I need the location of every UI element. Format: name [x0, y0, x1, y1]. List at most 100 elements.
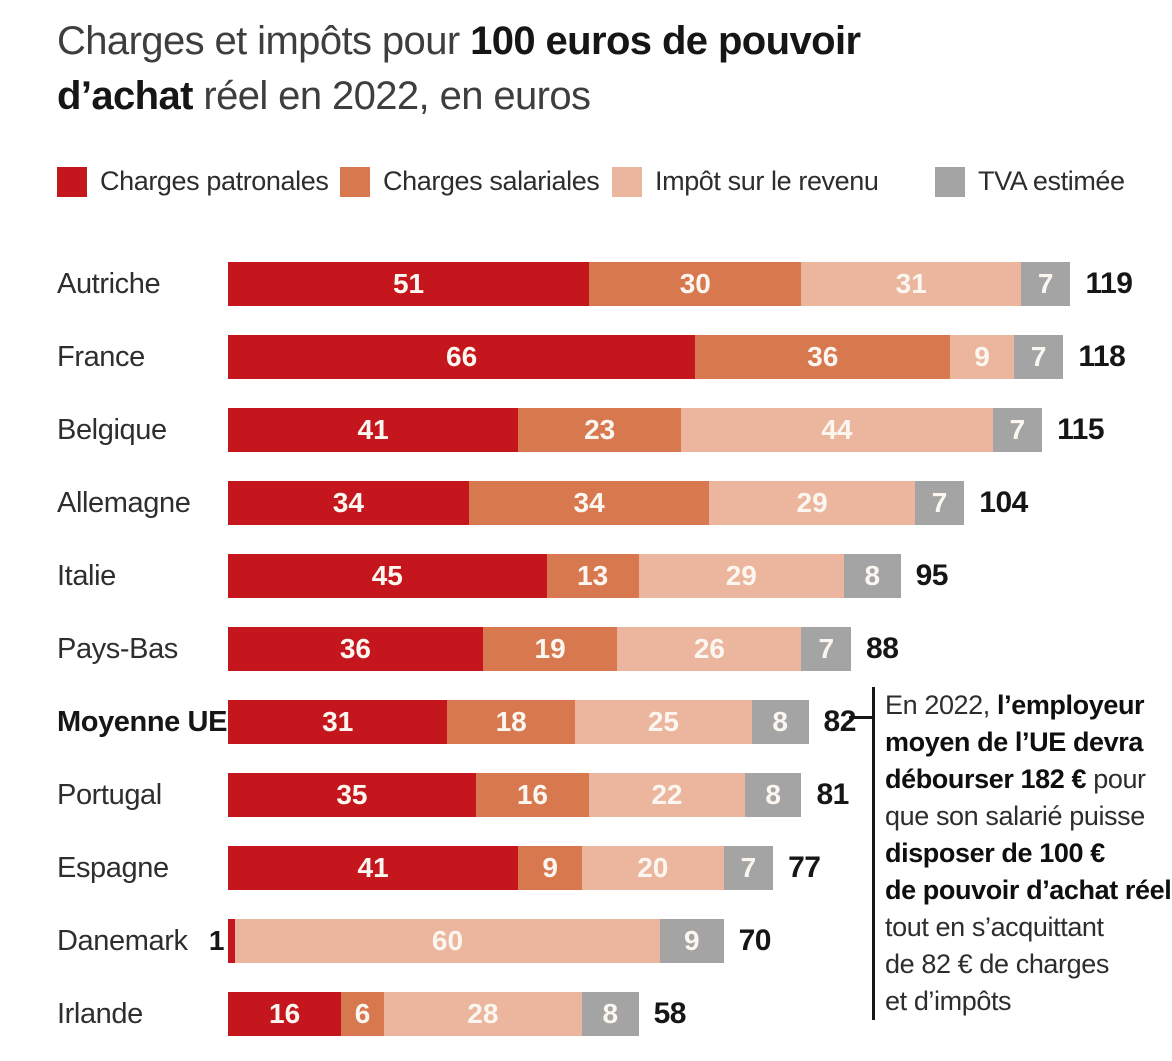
annotation-bold-text: de pouvoir d’achat réel, [885, 875, 1172, 905]
bar-segment-tva-estimee: 7 [992, 408, 1043, 452]
bar-segment-charges-patronales [228, 919, 236, 963]
total-value-label: 119 [1085, 267, 1133, 300]
stacked-bar: 51 30 31 7 [228, 262, 1071, 306]
bar-row: Pays-Bas 36 19 26 7 88 [0, 627, 1172, 671]
bar-segment-charges-salariales: 23 [518, 408, 682, 452]
country-label-cell: Espagne [0, 846, 228, 890]
impot-revenu-swatch-icon [612, 166, 642, 197]
bar-segment-charges-patronales: 31 [228, 700, 448, 744]
legend-label: Charges salariales [383, 166, 600, 196]
country-label-cell: Belgique [0, 408, 228, 452]
annotation-regular-text: de 82 € de charges [885, 949, 1109, 979]
bar-segment-impot-revenu: 20 [581, 846, 724, 890]
annotation-regular-text: En 2022, [885, 690, 997, 720]
bar-segment-tva-estimee: 8 [744, 773, 802, 817]
bar-row: Italie 45 13 29 8 95 [0, 554, 1172, 598]
stacked-bar: 35 16 22 8 [228, 773, 802, 817]
bar-row: Moyenne UE 31 18 25 8 82 [0, 700, 1172, 744]
bar-segment-impot-revenu: 44 [681, 408, 993, 452]
annotation-line: de 82 € de charges [885, 946, 1172, 983]
annotation-regular-text: que son salarié puisse [885, 801, 1145, 831]
bar-segment-impot-revenu: 29 [638, 554, 844, 598]
title-bold-1: 100 euros de pouvoir [470, 19, 861, 63]
chart-title: Charges et impôts pour 100 euros de pouv… [57, 14, 861, 124]
bar-segment-impot-revenu: 60 [235, 919, 660, 963]
title-regular-1: Charges et impôts pour [57, 19, 471, 63]
annotation-regular-text: tout en s’acquittant [885, 912, 1104, 942]
tva-estimee-swatch-icon [935, 166, 965, 197]
country-label: Irlande [57, 998, 143, 1030]
segment-value-outside: 1 [208, 925, 225, 956]
bar-segment-charges-patronales: 45 [228, 554, 547, 598]
annotation-line: En 2022, l’employeur [885, 687, 1172, 724]
bar-segment-charges-salariales: 13 [546, 554, 639, 598]
bar-segment-impot-revenu: 28 [383, 992, 582, 1036]
charges-patronales-swatch-icon [57, 166, 87, 197]
annotation-regular-text: et d’impôts [885, 986, 1012, 1016]
country-label-cell: Portugal [0, 773, 228, 817]
total-value-label: 58 [653, 997, 687, 1030]
annotation-line: moyen de l’UE devra [885, 724, 1172, 761]
total-value-label: 104 [979, 486, 1028, 519]
total-value-label: 118 [1078, 340, 1126, 373]
country-label: Allemagne [57, 487, 191, 519]
country-label: Italie [57, 560, 116, 592]
bar-row: Autriche 51 30 31 7 119 [0, 262, 1172, 306]
bar-row: Belgique 41 23 44 7 115 [0, 408, 1172, 452]
annotation-line: que son salarié puisse [885, 798, 1172, 835]
bar-segment-charges-salariales: 34 [468, 481, 710, 525]
bar-segment-impot-revenu: 9 [950, 335, 1014, 379]
stacked-bar: 45 13 29 8 [228, 554, 901, 598]
country-label: Portugal [57, 779, 162, 811]
bar-segment-charges-patronales: 41 [228, 408, 519, 452]
annotation-bold-text: disposer de 100 € [885, 838, 1105, 868]
bar-segment-tva-estimee: 7 [723, 846, 774, 890]
bar-segment-charges-patronales: 36 [228, 627, 483, 671]
legend-label: Charges patronales [100, 166, 329, 196]
total-value-label: 95 [915, 559, 949, 592]
stacked-bar: 36 19 26 7 [228, 627, 852, 671]
bar-segment-impot-revenu: 25 [574, 700, 752, 744]
annotation-line: de pouvoir d’achat réel, [885, 872, 1172, 909]
legend-item-4: TVA estimée [935, 166, 1125, 197]
bar-segment-tva-estimee: 9 [659, 919, 724, 963]
stacked-bar: 16 6 28 8 [228, 992, 639, 1036]
total-value-label: 115 [1057, 413, 1105, 446]
bar-segment-tva-estimee: 7 [1020, 262, 1071, 306]
annotation-regular-text: pour [1086, 764, 1146, 794]
country-label-cell: Danemark 1 [0, 919, 228, 963]
country-label: Moyenne UE [57, 706, 228, 738]
bar-segment-tva-estimee: 7 [914, 481, 965, 525]
annotation-connector-line [849, 716, 873, 719]
bar-segment-impot-revenu: 29 [709, 481, 915, 525]
annotation-line: débourser 182 € pour [885, 761, 1172, 798]
title-regular-2: réel en 2022, en euros [192, 74, 591, 118]
bar-segment-charges-salariales: 30 [589, 262, 802, 306]
bar-segment-charges-patronales: 35 [228, 773, 476, 817]
total-value-label: 88 [866, 632, 899, 665]
country-label-cell: France [0, 335, 228, 379]
annotation-bold-text: l’employeur [997, 690, 1145, 720]
bar-row: France 66 36 9 7 118 [0, 335, 1172, 379]
annotation-line: et d’impôts [885, 983, 1172, 1020]
bar-row: Portugal 35 16 22 8 81 [0, 773, 1172, 817]
legend-label: TVA estimée [978, 166, 1125, 196]
country-label-cell: Italie [0, 554, 228, 598]
bar-segment-charges-salariales: 16 [475, 773, 590, 817]
legend-item-1: Charges patronales [57, 166, 329, 197]
country-label-cell: Autriche [0, 262, 228, 306]
legend-item-3: Impôt sur le revenu [612, 166, 879, 197]
stacked-bar: 66 36 9 7 [228, 335, 1064, 379]
country-label-cell: Pays-Bas [0, 627, 228, 671]
bar-segment-charges-salariales: 18 [447, 700, 575, 744]
legend: Charges patronales Charges salariales Impô… [0, 166, 1172, 198]
bar-segment-impot-revenu: 26 [617, 627, 802, 671]
bar-segment-charges-patronales: 66 [228, 335, 696, 379]
bar-segment-impot-revenu: 31 [801, 262, 1021, 306]
country-label: Autriche [57, 268, 161, 300]
bar-segment-tva-estimee: 8 [751, 700, 809, 744]
total-value-label: 81 [816, 778, 849, 811]
stacked-bar: 41 9 20 7 [228, 846, 774, 890]
total-value-label: 70 [738, 924, 772, 957]
legend-item-2: Charges salariales [340, 166, 600, 197]
